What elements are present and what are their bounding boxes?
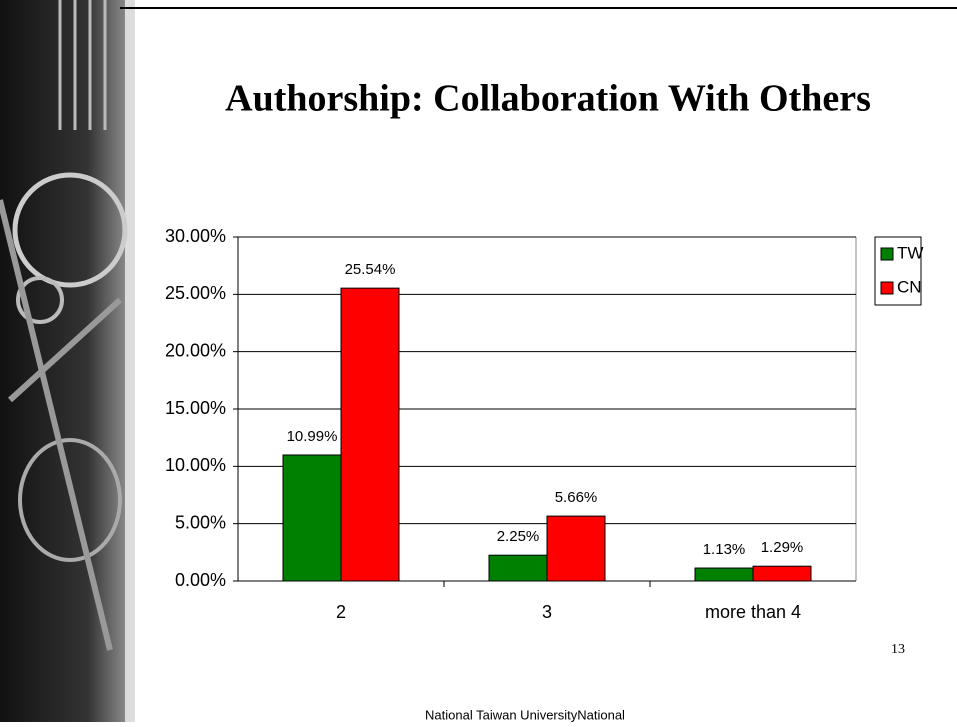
slide-number: 13 [891,642,905,657]
decoration [0,0,135,722]
bar [694,567,754,582]
x-tick-label: more than 4 [705,602,801,622]
y-tick-label: 15.00% [165,398,226,418]
y-tick-label: 10.00% [165,455,226,475]
y-tick-label: 0.00% [175,570,226,590]
bar [488,554,548,582]
value-label: 10.99% [287,428,338,445]
value-label: 1.13% [703,541,746,558]
y-tick-label: 5.00% [175,512,226,532]
footer: National Taiwan UniversityNational [425,707,625,722]
y-tick-label: 25.00% [165,283,226,303]
x-tick-label: 2 [336,602,346,622]
legend-swatch [880,247,894,261]
bar [752,565,812,582]
bar [340,287,400,582]
bar [546,515,606,582]
y-tick-label: 20.00% [165,340,226,360]
value-label: 25.54% [345,261,396,278]
value-label: 5.66% [555,489,598,506]
y-tick-label: 30.00% [165,226,226,246]
legend-label: TW [897,243,923,262]
bar [282,454,342,582]
legend-swatch [880,281,894,295]
chart-title: Authorship: Collaboration With Others [225,78,871,120]
value-label: 1.29% [761,539,804,556]
x-tick-label: 3 [542,602,552,622]
legend-label: CN [897,277,922,296]
value-label: 2.25% [497,528,540,545]
